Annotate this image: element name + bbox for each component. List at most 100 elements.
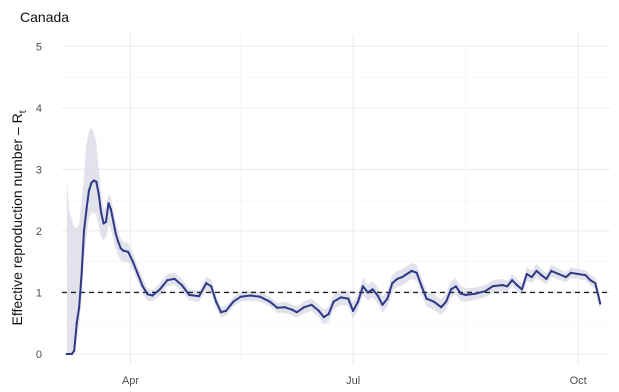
x-tick-labels: Apr Jul Oct bbox=[122, 375, 587, 387]
data-point bbox=[491, 285, 494, 288]
data-point bbox=[158, 288, 161, 291]
data-point bbox=[339, 296, 342, 299]
data-point bbox=[104, 220, 108, 223]
data-point bbox=[87, 189, 90, 192]
data-point bbox=[432, 300, 435, 303]
data-point bbox=[122, 249, 125, 252]
data-point bbox=[515, 284, 519, 287]
x-tick-label: Jul bbox=[346, 375, 360, 387]
x-tick-label: Apr bbox=[122, 375, 139, 387]
y-tick-label: 4 bbox=[36, 103, 42, 115]
y-axis-label-text: Effective reproduction number – R bbox=[9, 113, 25, 325]
data-point bbox=[65, 352, 68, 356]
data-point bbox=[589, 279, 592, 282]
data-point bbox=[102, 222, 105, 225]
y-tick-label: 5 bbox=[36, 41, 42, 53]
y-axis-label-subscript: t bbox=[18, 110, 29, 113]
data-point bbox=[569, 271, 573, 274]
data-point bbox=[352, 309, 355, 312]
data-point bbox=[92, 179, 95, 182]
data-point bbox=[599, 302, 602, 305]
data-point bbox=[347, 297, 350, 300]
data-point bbox=[219, 311, 223, 314]
data-point bbox=[376, 294, 379, 297]
data-point bbox=[401, 276, 404, 279]
data-point bbox=[381, 303, 384, 306]
data-point bbox=[449, 288, 453, 291]
data-point bbox=[386, 297, 389, 300]
data-point bbox=[366, 291, 369, 294]
y-axis-title: Effective reproduction number – Rt bbox=[9, 110, 29, 325]
data-point bbox=[239, 295, 242, 298]
data-point bbox=[396, 277, 399, 280]
data-point bbox=[107, 202, 110, 205]
svg-text:Effective reproduction number: Effective reproduction number – Rt bbox=[9, 110, 29, 325]
data-point bbox=[224, 309, 227, 312]
data-point bbox=[464, 293, 467, 296]
data-point bbox=[95, 180, 98, 183]
data-point bbox=[180, 284, 183, 287]
y-tick-label: 1 bbox=[36, 287, 42, 299]
data-point bbox=[484, 290, 487, 293]
data-point bbox=[276, 306, 279, 309]
data-point bbox=[440, 306, 443, 309]
confidence-band-layer bbox=[66, 127, 601, 354]
confidence-band bbox=[66, 127, 601, 354]
series-line-layer bbox=[66, 179, 602, 355]
data-point bbox=[445, 300, 448, 303]
data-point bbox=[303, 306, 306, 309]
data-point bbox=[545, 277, 548, 280]
data-point bbox=[525, 272, 528, 276]
data-point bbox=[73, 349, 76, 352]
data-point bbox=[75, 322, 78, 325]
data-point bbox=[410, 269, 413, 272]
data-point bbox=[332, 300, 335, 303]
data-point bbox=[327, 312, 330, 316]
data-point bbox=[117, 240, 120, 244]
data-point bbox=[474, 292, 477, 295]
data-point bbox=[506, 285, 509, 288]
data-point bbox=[420, 285, 423, 288]
data-point bbox=[425, 297, 428, 300]
data-point bbox=[577, 272, 580, 276]
data-point bbox=[259, 295, 262, 298]
data-point bbox=[310, 303, 313, 306]
data-point bbox=[151, 294, 154, 297]
data-point bbox=[146, 293, 149, 296]
data-point bbox=[564, 276, 568, 279]
data-point bbox=[114, 232, 117, 236]
y-tick-labels: 0 1 2 3 4 5 bbox=[36, 41, 42, 361]
data-point bbox=[82, 229, 86, 232]
data-point bbox=[371, 288, 374, 291]
data-point bbox=[109, 208, 112, 211]
gridlines bbox=[62, 34, 610, 364]
data-point bbox=[210, 285, 213, 288]
data-point bbox=[361, 285, 364, 288]
data-point bbox=[459, 292, 462, 295]
data-point bbox=[295, 311, 298, 314]
data-point bbox=[131, 260, 134, 263]
data-point bbox=[550, 269, 553, 272]
data-point bbox=[127, 250, 130, 253]
chart-title: Canada bbox=[20, 9, 69, 25]
data-point bbox=[119, 247, 122, 250]
data-point bbox=[322, 316, 325, 319]
data-point bbox=[510, 279, 514, 282]
y-tick-label: 0 bbox=[36, 349, 42, 361]
data-point bbox=[85, 208, 88, 211]
data-point bbox=[268, 300, 271, 303]
data-point bbox=[391, 282, 394, 285]
x-tick-label: Oct bbox=[570, 375, 587, 387]
y-tick-label: 3 bbox=[36, 164, 42, 176]
y-tick-label: 2 bbox=[36, 226, 42, 238]
data-point bbox=[283, 306, 286, 309]
data-point bbox=[290, 308, 294, 311]
data-point bbox=[557, 272, 560, 276]
data-point bbox=[535, 269, 538, 272]
data-point bbox=[78, 306, 81, 309]
data-point bbox=[112, 220, 115, 223]
data-point bbox=[540, 274, 543, 277]
data-point bbox=[141, 285, 144, 288]
data-point bbox=[356, 300, 360, 303]
